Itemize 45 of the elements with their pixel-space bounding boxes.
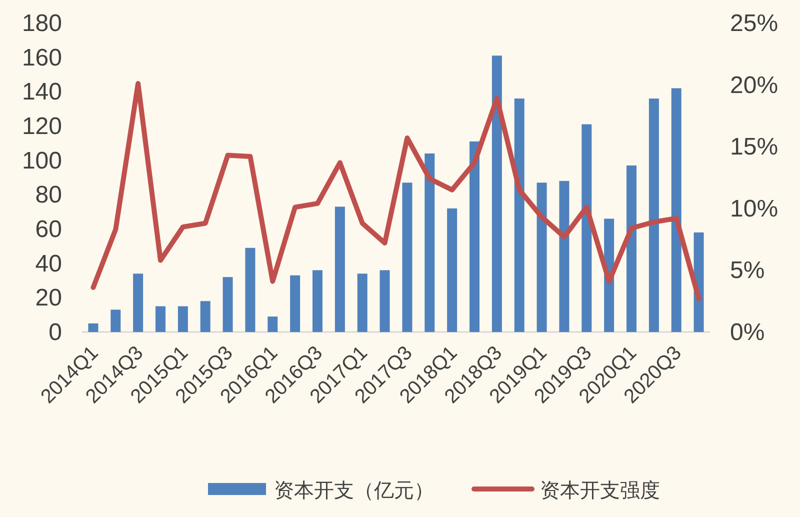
bar [334,206,345,332]
y2-tick-label: 0% [730,319,765,346]
y2-tick-label: 20% [730,72,778,99]
y-tick-label: 100 [22,147,62,174]
y-tick-label: 60 [35,216,62,243]
bar [514,98,524,332]
bar [447,208,458,332]
bar [424,153,435,332]
y-tick-label: 20 [35,284,62,312]
bar [492,56,502,332]
bar [694,232,704,332]
bar [536,182,547,332]
y-tick-label: 180 [22,10,62,37]
y2-tick-label: 5% [730,257,765,284]
y2-tick-label: 15% [730,134,778,161]
bar [380,270,390,332]
bar [470,141,480,332]
y-tick-label: 40 [35,250,62,278]
bar [648,98,659,332]
y2-tick-label: 10% [730,195,778,222]
legend-label: 资本开支强度 [540,480,660,502]
bar [357,274,368,332]
bar [110,310,121,332]
y-tick-label: 160 [22,44,62,72]
bar [671,88,682,332]
bar [626,165,636,332]
bar [133,274,144,332]
y-tick-label: 140 [22,78,62,106]
bar [178,306,188,332]
legend-label: 资本开支（亿元） [274,480,434,502]
y-tick-label: 120 [22,113,62,140]
bar [200,301,210,332]
y-tick-label: 0 [48,319,62,346]
bar [156,306,166,332]
y-tick-label: 80 [35,182,62,209]
bar [222,277,233,332]
bar [312,270,322,332]
y2-tick-label: 25% [730,10,778,37]
bar [402,182,412,332]
bar [268,316,278,332]
bar [559,180,570,332]
bar [88,323,98,332]
bar [290,275,300,332]
bar [582,124,592,332]
bar [245,248,256,332]
